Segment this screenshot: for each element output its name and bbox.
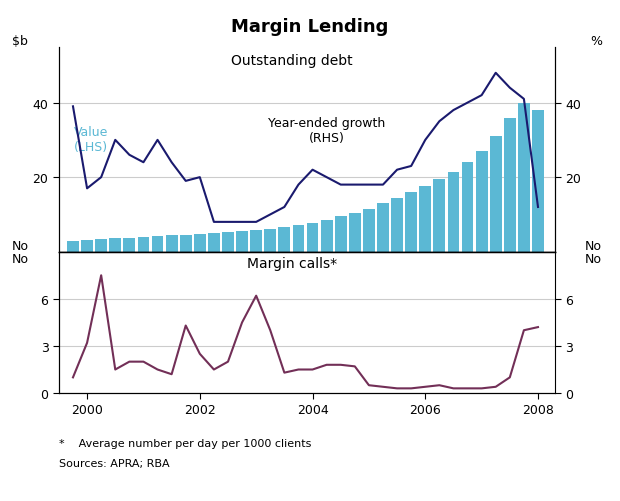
- Text: No: No: [585, 252, 602, 265]
- Bar: [67, 241, 79, 252]
- Bar: [180, 235, 192, 252]
- Bar: [81, 240, 93, 252]
- Bar: [405, 193, 417, 252]
- Bar: [166, 236, 177, 252]
- Text: Margin Lending: Margin Lending: [231, 18, 389, 36]
- Bar: [363, 209, 375, 252]
- Bar: [532, 111, 544, 252]
- Bar: [250, 230, 262, 252]
- Bar: [222, 233, 234, 252]
- Bar: [321, 220, 332, 252]
- Bar: [433, 180, 445, 252]
- Bar: [123, 238, 135, 252]
- Bar: [476, 152, 487, 252]
- Bar: [504, 118, 516, 252]
- Text: No: No: [12, 239, 29, 252]
- Text: Sources: APRA; RBA: Sources: APRA; RBA: [59, 458, 169, 468]
- Bar: [208, 233, 220, 252]
- Bar: [109, 239, 121, 252]
- Text: Year-ended growth
(RHS): Year-ended growth (RHS): [268, 117, 386, 145]
- Text: No: No: [12, 252, 29, 265]
- Text: No: No: [585, 239, 602, 252]
- Bar: [419, 187, 431, 252]
- Bar: [95, 239, 107, 252]
- Text: Margin calls*: Margin calls*: [247, 257, 337, 271]
- Bar: [152, 236, 164, 252]
- Bar: [236, 232, 248, 252]
- Text: Outstanding debt: Outstanding debt: [231, 54, 353, 68]
- Bar: [490, 137, 502, 252]
- Bar: [278, 227, 290, 252]
- Bar: [307, 223, 319, 252]
- Bar: [377, 204, 389, 252]
- Bar: [194, 234, 206, 252]
- Bar: [138, 237, 149, 252]
- Bar: [391, 198, 403, 252]
- Text: Value
(LHS): Value (LHS): [74, 125, 108, 153]
- Bar: [448, 172, 459, 252]
- Bar: [293, 225, 304, 252]
- Bar: [349, 213, 361, 252]
- Text: *    Average number per day per 1000 clients: * Average number per day per 1000 client…: [59, 438, 311, 448]
- Bar: [264, 229, 276, 252]
- Bar: [518, 103, 530, 252]
- Bar: [462, 163, 474, 252]
- Text: $b: $b: [12, 35, 28, 48]
- Bar: [335, 217, 347, 252]
- Text: %: %: [590, 35, 602, 48]
